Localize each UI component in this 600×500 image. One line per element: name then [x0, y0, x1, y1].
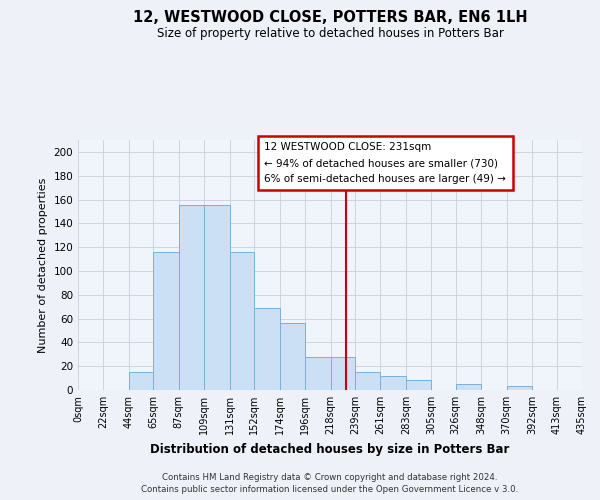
Bar — [380, 376, 406, 390]
Bar — [355, 372, 380, 390]
Bar — [129, 372, 154, 390]
Text: Distribution of detached houses by size in Potters Bar: Distribution of detached houses by size … — [151, 442, 509, 456]
Bar — [331, 356, 355, 390]
Bar — [280, 324, 305, 390]
Text: 12, WESTWOOD CLOSE, POTTERS BAR, EN6 1LH: 12, WESTWOOD CLOSE, POTTERS BAR, EN6 1LH — [133, 10, 527, 25]
Bar — [230, 252, 254, 390]
Y-axis label: Number of detached properties: Number of detached properties — [38, 178, 48, 352]
Text: Contains HM Land Registry data © Crown copyright and database right 2024.: Contains HM Land Registry data © Crown c… — [162, 472, 498, 482]
Bar — [254, 308, 280, 390]
Bar — [154, 252, 179, 390]
Bar — [305, 356, 331, 390]
Bar — [406, 380, 431, 390]
Bar — [506, 386, 532, 390]
Text: Size of property relative to detached houses in Potters Bar: Size of property relative to detached ho… — [157, 28, 503, 40]
Bar — [179, 206, 204, 390]
Bar — [456, 384, 481, 390]
Text: Contains public sector information licensed under the Open Government Licence v : Contains public sector information licen… — [142, 485, 518, 494]
Text: 12 WESTWOOD CLOSE: 231sqm
← 94% of detached houses are smaller (730)
6% of semi-: 12 WESTWOOD CLOSE: 231sqm ← 94% of detac… — [265, 142, 506, 184]
Bar — [204, 206, 230, 390]
